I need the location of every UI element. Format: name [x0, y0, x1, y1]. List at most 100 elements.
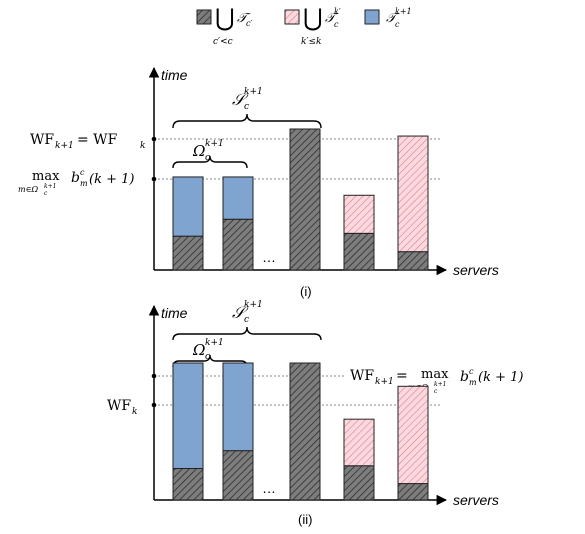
brace-Omega-label: Ω c k+1 [192, 338, 224, 362]
svg-text:max: max [32, 169, 60, 184]
svg-text:k+1: k+1 [244, 87, 263, 97]
bar-segment-pink [397, 135, 429, 253]
bar-segment-blue [222, 362, 254, 452]
bar-segment-blue [172, 176, 204, 237]
brace-Omega [172, 155, 248, 169]
svg-text:m: m [80, 179, 88, 188]
server-bar [289, 362, 321, 501]
svg-text:b: b [460, 369, 469, 385]
bar-segment-blue [172, 362, 204, 469]
legend-term-superscript: k+1 [395, 7, 412, 16]
server-ellipsis: … [262, 480, 276, 496]
svg-text:k+1: k+1 [205, 338, 224, 348]
svg-text:b: b [71, 170, 80, 186]
server-bar [222, 362, 254, 501]
svg-text:c: c [80, 168, 85, 177]
svg-text:c: c [434, 388, 438, 395]
legend-term-subscript: c′ [246, 19, 252, 28]
legend-swatch-pink-hatched [284, 9, 300, 25]
bar-segment-gray [343, 232, 375, 271]
server-bar [172, 176, 204, 271]
server-bar [343, 418, 375, 501]
svg-text:k+1: k+1 [44, 183, 56, 190]
brace-S-label: 𝒮 c k+1 [232, 300, 263, 325]
panel-ii: time servers WF k WF k+1 = max m∈Ω c k+1… [107, 300, 523, 527]
legend-term-subscript: c [334, 20, 339, 29]
x-axis-label: servers [453, 492, 499, 508]
svg-text:c: c [44, 190, 48, 197]
y-axis-label: time [161, 67, 188, 83]
panel-caption: (i) [300, 284, 312, 299]
server-bar [343, 194, 375, 271]
y-tick-label-max: max m∈Ω c k+1 b m c (k + 1) [18, 168, 134, 197]
svg-text:c: c [469, 367, 474, 376]
svg-text:k+1: k+1 [244, 300, 263, 310]
svg-text:k+1: k+1 [55, 141, 74, 151]
svg-text:c: c [244, 315, 249, 325]
brace-Omega-label: Ω c k+1 [192, 139, 224, 163]
legend-item-current-round: 𝒯 c k+1 [364, 7, 412, 29]
bars-panel-ii [172, 362, 429, 501]
legend-union-symbol: ⋃ [215, 4, 235, 32]
server-bar [172, 362, 204, 501]
legend-term-superscript: k′ [334, 7, 341, 16]
svg-text:(k + 1): (k + 1) [89, 172, 134, 187]
bar-segment-blue [222, 176, 254, 220]
svg-text:=: = [396, 368, 408, 384]
bar-segment-gray [172, 235, 204, 271]
y-tick-label-wf: WF k+1 = WF k [30, 132, 145, 151]
brace-Omega [172, 354, 248, 368]
bar-segment-pink [343, 194, 375, 234]
svg-text:Ω: Ω [192, 142, 205, 160]
svg-text:m: m [469, 378, 477, 387]
y-tick-label-wf-k: WF k [107, 398, 137, 417]
bar-segment-gray [289, 128, 321, 271]
bars-panel-i [172, 128, 429, 271]
bar-segment-gray [289, 362, 321, 501]
svg-text:WF: WF [30, 132, 54, 148]
svg-text:k+1: k+1 [205, 139, 224, 149]
bar-segment-gray [222, 450, 254, 501]
legend-swatch-gray-hatched [196, 9, 212, 25]
bar-segment-pink [343, 418, 375, 467]
svg-text:c: c [244, 102, 249, 112]
tick-dot-top [151, 373, 157, 379]
legend: ⋃ c′<c 𝒯 c′ ⋃ k′≤k 𝒯 c k′ 𝒯 c k+1 [196, 4, 412, 47]
legend-swatch-blue [364, 9, 380, 25]
svg-text:WF: WF [107, 398, 131, 414]
svg-text:max: max [421, 367, 449, 382]
legend-union-symbol: ⋃ [303, 4, 323, 32]
svg-text:c: c [205, 352, 210, 362]
svg-text:m∈Ω: m∈Ω [18, 185, 39, 194]
bar-segment-gray [343, 465, 375, 501]
tick-dot-wf [151, 136, 157, 142]
svg-text:k: k [140, 141, 145, 151]
tick-dot-wf-k [151, 402, 157, 408]
server-ellipsis: … [262, 249, 276, 265]
bar-segment-gray [222, 218, 254, 271]
right-label-wf-equation: WF k+1 = max m∈Ω c k+1 b m c (k + 1) [350, 367, 523, 395]
panel-i: time servers WF k+1 = WF k max m∈Ω c k+1… [18, 66, 499, 299]
bar-segment-gray [397, 483, 429, 501]
bar-segment-gray [172, 467, 204, 501]
y-axis-label: time [161, 305, 188, 321]
server-bar [222, 176, 254, 271]
svg-text:k+1: k+1 [434, 381, 446, 388]
legend-item-previous-rounds: ⋃ k′≤k 𝒯 c k′ [284, 4, 341, 47]
svg-text:Ω: Ω [192, 341, 205, 359]
tick-dot-max [151, 176, 157, 182]
bar-segment-pink [397, 385, 429, 485]
brace-S-label: 𝒮 c k+1 [232, 87, 263, 112]
server-bar [397, 135, 429, 271]
x-axis-label: servers [453, 262, 499, 278]
svg-text:k+1: k+1 [375, 377, 394, 387]
panel-caption: (ii) [298, 512, 312, 527]
legend-item-previous-users: ⋃ c′<c 𝒯 c′ [196, 4, 252, 47]
brace-S [172, 326, 322, 341]
svg-text:= WF: = WF [77, 132, 118, 148]
svg-text:k: k [132, 407, 137, 417]
server-bar [289, 128, 321, 271]
legend-union-subscript: c′<c [213, 37, 233, 47]
svg-text:WF: WF [350, 368, 374, 384]
